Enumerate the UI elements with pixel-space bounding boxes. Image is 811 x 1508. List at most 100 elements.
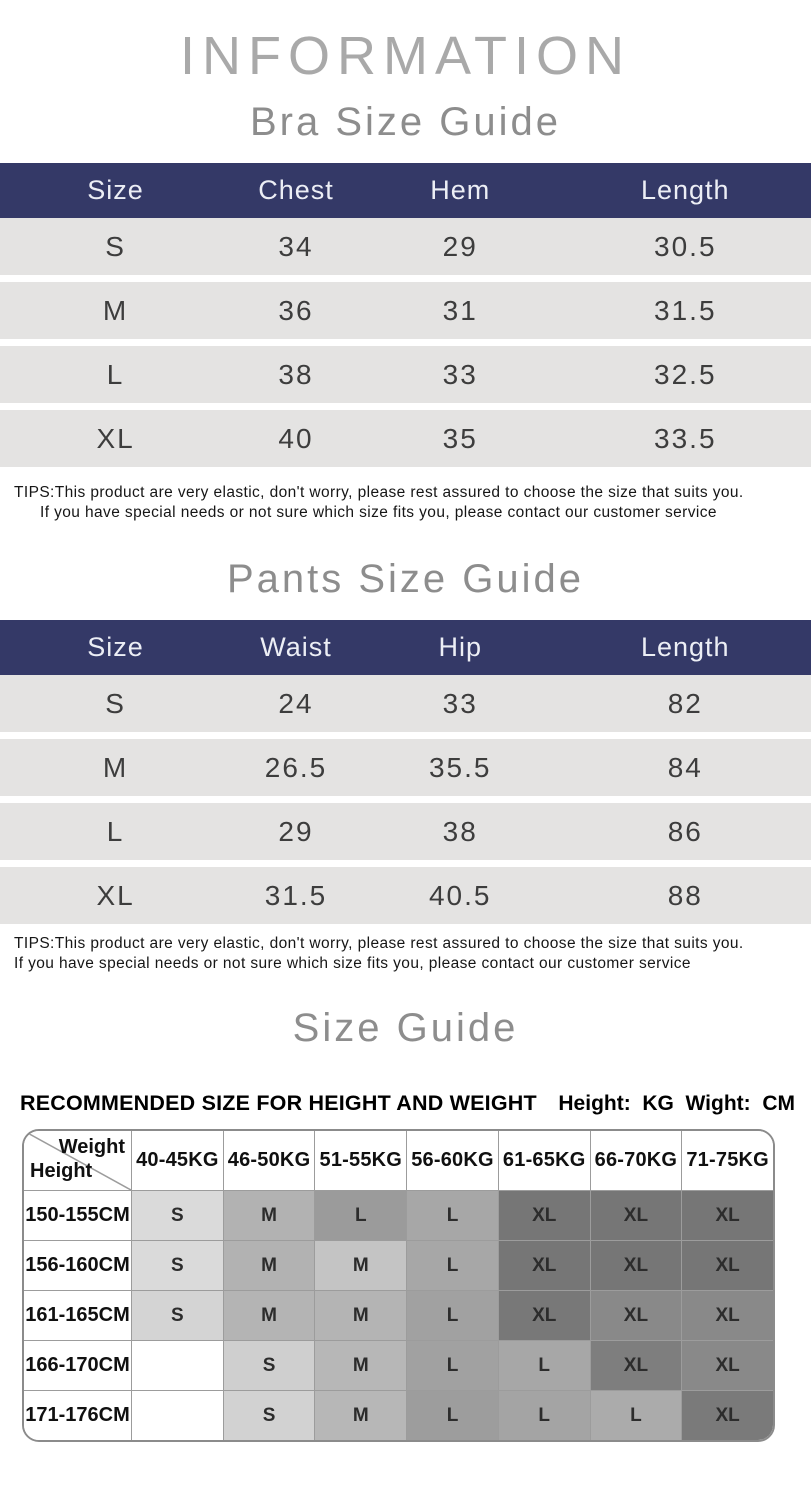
weight-column-header: 66-70KG — [589, 1131, 682, 1190]
size-guide-title: Size Guide — [292, 1006, 519, 1050]
size-cell: L — [497, 1340, 590, 1390]
pants-tips-line-2: If you have special needs or not sure wh… — [14, 954, 691, 972]
table-row: M 36 31 31.5 — [0, 282, 811, 339]
size-cell: XL — [497, 1290, 590, 1340]
table-row: L 38 33 32.5 — [0, 346, 811, 403]
size-cell: XL — [589, 1240, 682, 1290]
table-cell: 29 — [442, 230, 478, 262]
diagonal-line — [24, 1131, 131, 1190]
size-cell: M — [222, 1190, 315, 1240]
weight-column-header: 46-50KG — [222, 1131, 315, 1190]
size-cell: L — [406, 1190, 498, 1240]
recommended-heading: RECOMMENDED SIZE FOR HEIGHT AND WEIGHT — [20, 1091, 537, 1115]
bra-tips-line-2: If you have special needs or not sure wh… — [40, 503, 717, 521]
table-cell: L — [106, 358, 125, 390]
weight-column-header: 40-45KG — [131, 1131, 223, 1190]
column-header: Waist — [260, 632, 332, 662]
table-row: XL 31.5 40.5 88 — [0, 867, 811, 924]
size-cell: M — [314, 1390, 407, 1440]
pants-table: Size Waist Hip Length S 24 33 82 M 26.5 35.5 84 L 29… — [0, 620, 811, 924]
size-cell: M — [314, 1290, 407, 1340]
table-cell: 36 — [278, 294, 314, 326]
height-row-header: 171-176CM — [24, 1390, 131, 1440]
table-row: XL 40 35 33.5 — [0, 410, 811, 467]
column-header: Length — [640, 632, 730, 662]
size-matrix-grid: Weight Height 40-45KG 46-50KG 51-55KG 56-60… — [24, 1131, 773, 1440]
height-row-header: 150-155CM — [24, 1190, 131, 1240]
size-cell — [131, 1390, 223, 1440]
table-cell: XL — [96, 422, 135, 454]
size-cell: XL — [589, 1340, 682, 1390]
bra-table: Size Chest Hem Length S 34 29 30.5 M 36 31 31.5 L 38… — [0, 163, 811, 467]
table-cell: 31 — [442, 294, 478, 326]
table-cell: 38 — [442, 815, 478, 847]
size-cell: XL — [497, 1190, 590, 1240]
table-cell: 32.5 — [654, 358, 717, 390]
bra-guide-title: Bra Size Guide — [249, 100, 562, 144]
table-cell: M — [102, 294, 129, 326]
column-header: Length — [640, 175, 730, 205]
table-cell: 38 — [278, 358, 314, 390]
bra-tips-line-1: TIPS:This product are very elastic, don'… — [14, 484, 744, 501]
corner-weight-label: Weight — [58, 1136, 125, 1158]
size-cell: XL — [681, 1390, 773, 1440]
recommended-row: RECOMMENDED SIZE FOR HEIGHT AND WEIGHT H… — [20, 1091, 795, 1116]
table-cell: 35.5 — [428, 751, 492, 783]
size-cell: L — [406, 1390, 498, 1440]
size-cell: XL — [589, 1290, 682, 1340]
size-cell: M — [222, 1240, 315, 1290]
size-cell: XL — [497, 1240, 590, 1290]
weight-column-header: 51-55KG — [314, 1131, 407, 1190]
column-header: Chest — [258, 175, 334, 205]
table-cell: 31.5 — [654, 294, 717, 326]
table-cell: 40 — [278, 422, 314, 454]
size-cell: S — [131, 1240, 223, 1290]
table-cell: 30.5 — [654, 230, 717, 262]
table-row: S 24 33 82 — [0, 675, 811, 732]
table-cell: 40.5 — [428, 879, 492, 911]
height-row-header: 161-165CM — [24, 1290, 131, 1340]
table-row: L 29 38 86 — [0, 803, 811, 860]
table-cell: 29 — [278, 815, 314, 847]
size-cell: S — [131, 1290, 223, 1340]
table-cell: 86 — [667, 815, 703, 847]
size-cell: S — [131, 1190, 223, 1240]
height-row-header: 166-170CM — [24, 1340, 131, 1390]
column-header: Hem — [430, 175, 491, 205]
size-cell: L — [314, 1190, 407, 1240]
page-title: INFORMATION — [180, 26, 631, 86]
table-cell: 82 — [667, 687, 703, 719]
size-cell: XL — [681, 1190, 773, 1240]
weight-column-header: 71-75KG — [681, 1131, 773, 1190]
column-header: Size — [87, 632, 144, 662]
size-cell: L — [406, 1340, 498, 1390]
corner-height-label: Height — [30, 1160, 93, 1182]
table-cell: 34 — [278, 230, 314, 262]
table-row: S 34 29 30.5 — [0, 218, 811, 275]
pants-table-header-row: Size Waist Hip Length — [0, 620, 811, 675]
size-cell: XL — [681, 1340, 773, 1390]
pants-tips: TIPS:This product are very elastic, don'… — [0, 934, 811, 973]
table-cell: 31.5 — [264, 879, 328, 911]
bra-table-header-row: Size Chest Hem Length — [0, 163, 811, 218]
table-cell: 84 — [667, 751, 703, 783]
size-cell: XL — [681, 1290, 773, 1340]
table-cell: 33 — [442, 687, 478, 719]
size-matrix: Weight Height 40-45KG 46-50KG 51-55KG 56-60… — [22, 1129, 775, 1442]
table-cell: XL — [96, 879, 135, 911]
size-cell: M — [314, 1240, 407, 1290]
size-cell: L — [406, 1290, 498, 1340]
table-cell: 33 — [442, 358, 478, 390]
size-cell: L — [497, 1390, 590, 1440]
size-cell: M — [314, 1340, 407, 1390]
size-cell: XL — [681, 1240, 773, 1290]
size-cell: S — [222, 1390, 315, 1440]
weight-column-header: 61-65KG — [497, 1131, 590, 1190]
table-cell: L — [106, 815, 125, 847]
table-cell: 24 — [278, 687, 314, 719]
pants-guide-title: Pants Size Guide — [226, 557, 585, 601]
size-cell: M — [222, 1290, 315, 1340]
matrix-corner-cell: Weight Height — [24, 1131, 131, 1190]
units-note: Height: KG Wight: CM — [558, 1092, 795, 1115]
table-cell: 35 — [442, 422, 478, 454]
